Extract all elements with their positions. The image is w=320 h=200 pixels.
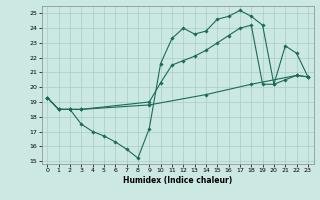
X-axis label: Humidex (Indice chaleur): Humidex (Indice chaleur) xyxy=(123,176,232,185)
